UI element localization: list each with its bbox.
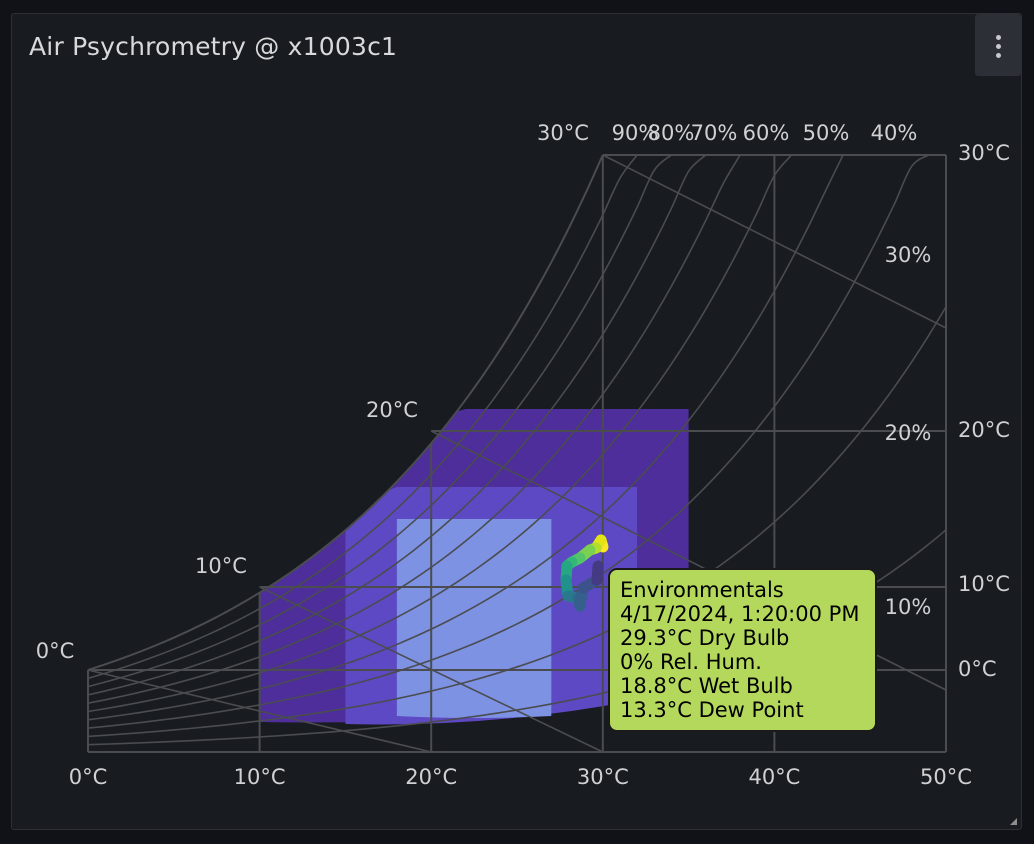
kebab-vertical-icon: [996, 35, 1001, 40]
resize-handle-icon[interactable]: [1008, 816, 1018, 826]
rh-label: 20%: [885, 421, 932, 445]
rh-curve-80: [87, 154, 672, 688]
panel-menu-button[interactable]: [975, 14, 1021, 76]
tooltip-box: [608, 568, 877, 732]
rh-curve-60: [87, 154, 741, 704]
right-tick-label: 20°C: [958, 418, 1010, 442]
x-tick-label: 30°C: [577, 765, 629, 789]
wet-bulb-line-30: [602, 154, 947, 329]
rh-label: 70%: [691, 121, 738, 145]
rh-curve-90: [87, 154, 638, 680]
trace-segment: [591, 560, 604, 586]
tooltip-wet-bulb: 18.8°C Wet Bulb: [620, 674, 793, 698]
rh-label: 40%: [871, 121, 918, 145]
x-tick-label: 10°C: [234, 765, 286, 789]
wet-bulb-label: 20°C: [366, 398, 418, 422]
rh-label: 50%: [803, 121, 850, 145]
rh-curve-20: [87, 306, 947, 738]
tooltip-series: Environmentals: [620, 578, 784, 602]
wet-bulb-line-0b: [87, 669, 432, 753]
right-tick-label: 10°C: [958, 572, 1010, 596]
wet-bulb-label: 10°C: [195, 554, 247, 578]
rh-label: 80%: [648, 121, 695, 145]
right-tick-label: 0°C: [958, 657, 997, 681]
right-tick-label: 30°C: [958, 141, 1010, 165]
tooltip-dew-point: 13.3°C Dew Point: [620, 698, 804, 722]
saturation-curve: [87, 154, 604, 671]
tooltip-rel-hum: 0% Rel. Hum.: [620, 650, 762, 674]
rh-label: 10%: [885, 595, 932, 619]
x-tick-label: 0°C: [69, 765, 108, 789]
x-tick-label: 20°C: [405, 765, 457, 789]
rh-label: 90%: [612, 121, 659, 145]
panel-title: Air Psychrometry @ x1003c1: [29, 32, 398, 61]
rh-curve-70: [87, 154, 707, 696]
wet-bulb-label: 30°C: [537, 121, 589, 145]
rh-curve-50: [87, 154, 793, 713]
x-tick-label: 40°C: [748, 765, 800, 789]
rh-label: 30%: [885, 243, 932, 267]
rh-curve-30: [87, 154, 930, 729]
tooltip-dry-bulb: 29.3°C Dry Bulb: [620, 626, 789, 650]
tooltip-time: 4/17/2024, 1:20:00 PM: [620, 602, 859, 626]
rh-label: 60%: [743, 121, 790, 145]
axis-labels: 0°C 10°C 20°C 30°C 40°C 50°C 0°C 10°C 20°C 30°C 0°…: [36, 121, 1010, 789]
data-trace: [560, 534, 609, 612]
wet-bulb-label: 0°C: [36, 639, 75, 663]
wet-bulb-line-10: [259, 586, 604, 753]
x-tick-label: 50°C: [920, 765, 972, 789]
